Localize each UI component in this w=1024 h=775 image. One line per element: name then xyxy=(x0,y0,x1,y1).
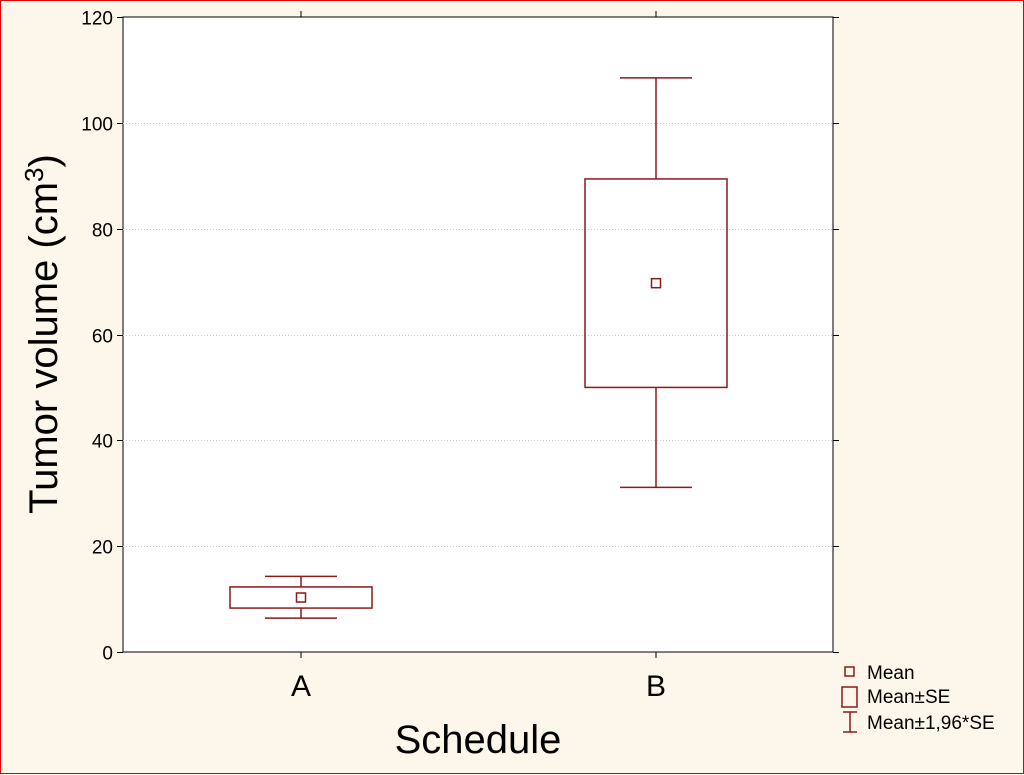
legend-ci-label: Mean±1,96*SE xyxy=(867,713,995,734)
y-axis-title-close: ) xyxy=(22,154,66,167)
legend: Mean Mean±SE Mean±1,96*SE xyxy=(841,663,995,734)
legend-mean-icon xyxy=(844,666,855,677)
y-tick-label: 0 xyxy=(102,644,113,665)
x-axis-title: Schedule xyxy=(395,718,562,762)
y-tick-label: 80 xyxy=(92,221,113,242)
legend-se-icon xyxy=(841,686,858,708)
x-tick-label: A xyxy=(291,670,311,703)
y-tick-label: 120 xyxy=(81,9,113,30)
mean-marker xyxy=(650,277,662,289)
y-axis-title-main: Tumor volume (cm xyxy=(22,182,66,514)
legend-ci-icon xyxy=(843,711,857,733)
se-box xyxy=(584,178,728,389)
grid-lines xyxy=(123,123,833,547)
legend-mean-label: Mean xyxy=(867,663,915,684)
y-axis-title: Tumor volume (cm3) xyxy=(19,154,66,514)
y-axis-ticks: 0 20 40 60 80 100 120 xyxy=(81,9,839,665)
mean-marker xyxy=(295,592,307,603)
box-group-B xyxy=(584,77,728,489)
y-axis-title-sup: 3 xyxy=(19,167,49,181)
y-tick-label: 40 xyxy=(92,432,113,453)
se-box xyxy=(229,586,373,609)
legend-se-label: Mean±SE xyxy=(867,687,950,708)
box-series xyxy=(229,77,728,619)
y-tick-label: 60 xyxy=(92,327,113,348)
x-tick-label: B xyxy=(646,670,666,703)
y-tick-label: 100 xyxy=(81,115,113,136)
y-tick-label: 20 xyxy=(92,538,113,559)
box-group-A xyxy=(229,575,373,619)
